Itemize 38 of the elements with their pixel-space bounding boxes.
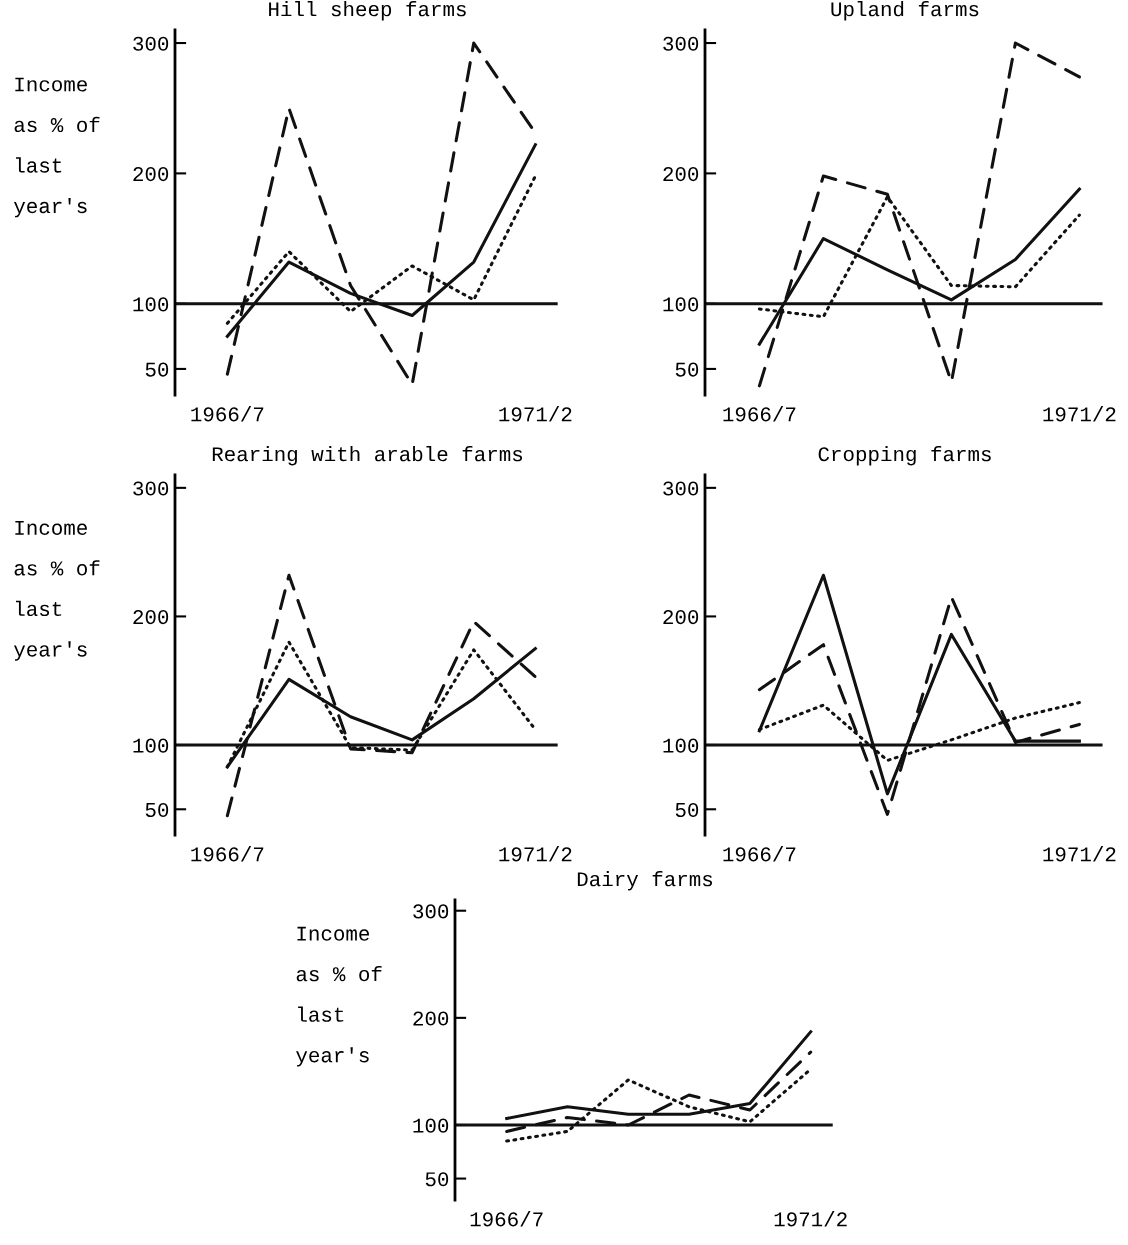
text: Income as % of last year's xyxy=(296,926,382,1067)
y-tick-label: 300 xyxy=(133,36,169,51)
x-tick-label: 1966/7 xyxy=(191,406,264,422)
y-tick-label: 200 xyxy=(133,610,169,625)
x-tick-label: 1971/2 xyxy=(499,846,572,862)
y-tick-label: 300 xyxy=(133,481,169,496)
y-tick-label: 100 xyxy=(133,738,169,753)
y-tick-label: 100 xyxy=(133,297,169,312)
y-tick-label: 50 xyxy=(145,802,169,818)
chart-title: Cropping farms xyxy=(818,446,991,466)
y-tick-label: 100 xyxy=(663,297,699,312)
y-tick-label: 300 xyxy=(663,36,699,51)
y-tick-label: 50 xyxy=(675,802,699,818)
chart-title: Upland farms xyxy=(831,1,979,21)
text: Income as % of last year's xyxy=(13,77,100,218)
y-tick-label: 200 xyxy=(133,167,169,182)
y-tick-label: 50 xyxy=(425,1172,449,1187)
y-tick-label: 50 xyxy=(145,362,169,377)
x-tick-label: 1966/7 xyxy=(723,406,796,422)
y-tick-label: 100 xyxy=(413,1118,449,1133)
y-tick-label: 200 xyxy=(413,1011,449,1026)
x-tick-label: 1971/2 xyxy=(499,406,572,422)
y-tick-label: 100 xyxy=(663,738,699,753)
x-tick-label: 1966/7 xyxy=(723,846,796,862)
x-tick-label: 1971/2 xyxy=(1043,846,1116,862)
text: Income as % of last year's xyxy=(13,521,100,661)
y-tick-label: 300 xyxy=(413,904,449,919)
y-tick-label: 50 xyxy=(675,362,699,377)
chart-title: Dairy farms xyxy=(577,871,713,891)
y-tick-label: 200 xyxy=(663,167,699,182)
x-tick-label: 1966/7 xyxy=(191,846,264,862)
x-tick-label: 1971/2 xyxy=(774,1211,847,1227)
chart-title: Rearing with arable farms xyxy=(212,446,523,466)
chart-title: Hill sheep farms xyxy=(269,1,466,21)
x-tick-label: 1971/2 xyxy=(1043,406,1116,422)
y-tick-label: 200 xyxy=(663,610,699,625)
y-tick-label: 300 xyxy=(663,481,699,496)
x-tick-label: 1966/7 xyxy=(470,1211,543,1227)
